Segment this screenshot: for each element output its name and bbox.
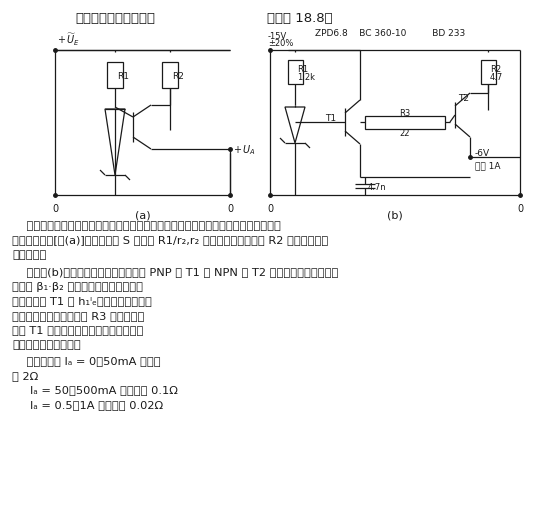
Text: T2: T2 (458, 93, 469, 103)
Text: R1: R1 (117, 71, 129, 80)
Bar (107, 63, 123, 89)
Text: 该电路平均输出电阻：: 该电路平均输出电阻： (12, 339, 81, 349)
Bar (287, 61, 302, 85)
Text: 入电阻仅为 T1 的 h₁ᴵₑ。通过这种办法使: 入电阻仅为 T1 的 h₁ᴵₑ。通过这种办法使 (12, 296, 152, 306)
Text: 0: 0 (267, 204, 273, 214)
Text: 0: 0 (52, 204, 58, 214)
Bar (365, 116, 445, 129)
Text: 最简单的串联稳压电路: 最简单的串联稳压电路 (75, 12, 155, 24)
Text: （如图 18.8）: （如图 18.8） (267, 12, 332, 24)
Text: 0: 0 (227, 204, 233, 214)
Text: 将稳压管接在晶体管基极上使基极电压稳定，输出电压从发射极取出则构成最简单的: 将稳压管接在晶体管基极上使基极电压稳定，输出电压从发射极取出则构成最简单的 (12, 221, 281, 231)
Text: 1.2k: 1.2k (297, 72, 315, 81)
Text: -15V: -15V (268, 32, 287, 41)
Text: $+\,\widetilde{U}_E$: $+\,\widetilde{U}_E$ (57, 31, 80, 48)
Text: R2: R2 (172, 71, 184, 80)
Text: -6V: -6V (475, 148, 490, 157)
Text: 最大 1A: 最大 1A (475, 161, 500, 170)
Text: 采用图(b)电路可降低输出电阻，这里 PNP 管 T1 和 NPN 管 T2 连接成环形，相当于一: 采用图(b)电路可降低输出电阻，这里 PNP 管 T1 和 NPN 管 T2 连… (12, 267, 338, 277)
Text: R1: R1 (297, 64, 308, 73)
Text: 4.7n: 4.7n (368, 182, 387, 191)
Text: 体管 T1 防止过载，电容用于防止振荡。: 体管 T1 防止过载，电容用于防止振荡。 (12, 325, 143, 335)
Text: Iₐ = 0.5～1A 范围内为 0.02Ω: Iₐ = 0.5～1A 范围内为 0.02Ω (30, 399, 163, 409)
Text: 4.7: 4.7 (490, 72, 503, 81)
Text: Iₐ = 50～500mA 范围内为 0.1Ω: Iₐ = 50～500mA 范围内为 0.1Ω (30, 385, 178, 395)
Bar (162, 63, 178, 89)
Text: 在输出电流 Iₐ = 0～50mA 范围内: 在输出电流 Iₐ = 0～50mA 范围内 (12, 356, 161, 366)
Text: ZPD6.8    BC 360-10         BD 233: ZPD6.8 BC 360-10 BD 233 (315, 28, 465, 37)
Text: 串联稳压电路[图(a)]。稳压系数 S 决定于 R1/r₂,r₂ 为稳压管内阻。电阻 R2 用于降低晶体: 串联稳压电路[图(a)]。稳压系数 S 决定于 R1/r₂,r₂ 为稳压管内阻。… (12, 235, 328, 245)
Text: 输出电阻大为降低。电阻 R3 用于保护晶: 输出电阻大为降低。电阻 R3 用于保护晶 (12, 311, 144, 320)
Text: 管的损耗。: 管的损耗。 (12, 249, 46, 260)
Text: 个具有 β₁·β₂ 放大系数的晶体管，而输: 个具有 β₁·β₂ 放大系数的晶体管，而输 (12, 281, 143, 291)
Text: (b): (b) (387, 210, 403, 220)
Text: R3: R3 (399, 108, 410, 117)
Text: $+\,U_A$: $+\,U_A$ (233, 143, 256, 157)
Text: ±20%: ±20% (268, 39, 293, 48)
Text: 为 2Ω: 为 2Ω (12, 370, 38, 380)
Bar (480, 61, 495, 85)
Text: 0: 0 (517, 204, 523, 214)
Text: T1: T1 (325, 113, 336, 122)
Text: 22: 22 (400, 128, 410, 137)
Text: (a): (a) (134, 210, 150, 220)
Text: R2: R2 (490, 64, 501, 73)
